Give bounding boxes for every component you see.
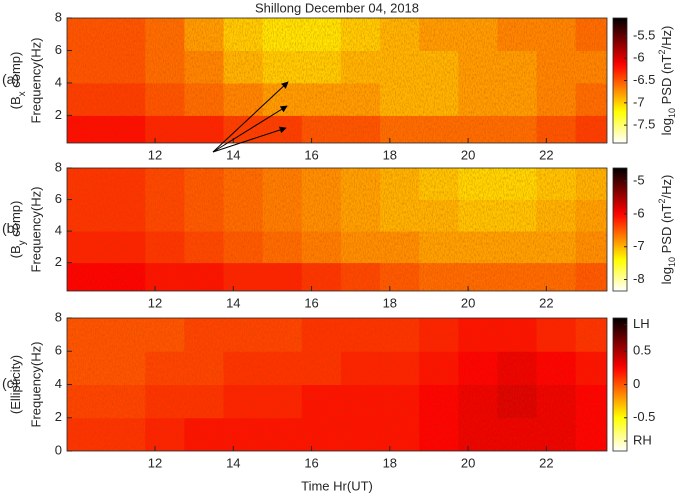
colorbar-tick-label: -7.5	[633, 117, 655, 132]
y-unit-label: Frequency(Hz)	[28, 187, 43, 273]
panel-label: (b)	[2, 220, 19, 236]
colorbar-tick-label: 0	[633, 376, 640, 391]
x-tick-label: 18	[383, 455, 397, 470]
x-tick-label: 16	[304, 295, 318, 310]
y-label-part: y	[17, 240, 28, 245]
heatmap	[67, 18, 607, 143]
colorbar-tick-label: -5.5	[633, 27, 655, 42]
y-label: (Bx comp)	[8, 52, 28, 110]
heatmap	[67, 318, 607, 451]
y-unit-label: Frequency(Hz)	[28, 38, 43, 124]
colorbar-label-part: 10	[667, 257, 677, 267]
y-tick-label: 2	[55, 107, 62, 122]
x-tick-label: 20	[461, 147, 475, 162]
panel-label: (a)	[2, 71, 19, 87]
colorbar-tick-label: -6	[633, 50, 645, 65]
y-tick-label: 4	[55, 376, 62, 391]
y-label-part: (B	[8, 96, 23, 109]
x-tick-label: 16	[304, 455, 318, 470]
x-tick-label: 18	[383, 295, 397, 310]
x-tick-label: 14	[226, 147, 240, 162]
colorbar-label-part: /Hz)	[659, 26, 674, 50]
x-tick-label: 14	[226, 295, 240, 310]
y-tick-label: 4	[55, 223, 62, 238]
y-tick-label: 6	[55, 343, 62, 358]
y-tick-label: 4	[55, 74, 62, 89]
arrow	[212, 126, 287, 153]
panel-label: (c)	[2, 375, 18, 391]
colorbar-label-part: PSD (nT	[659, 54, 674, 108]
y-label-part: comp)	[8, 52, 23, 92]
colorbar-tick-label: -5	[633, 173, 645, 188]
y-label-part: x	[17, 91, 28, 96]
colorbar-tick-label: LH	[633, 316, 650, 331]
x-tick-label: 22	[539, 295, 553, 310]
x-tick-label: 18	[383, 147, 397, 162]
colorbar-label-part: 10	[667, 108, 677, 118]
colorbar-label-part: 2	[657, 49, 667, 54]
y-label-part: comp)	[8, 201, 23, 241]
colorbar-tick-label: -8	[633, 271, 645, 286]
colorbar-label-part: log	[659, 118, 674, 135]
y-label: (Ellipticity)	[8, 355, 23, 414]
x-tick-label: 14	[226, 455, 240, 470]
colorbar-label: log10 PSD (nT2/Hz)	[657, 175, 677, 285]
y-tick-label: 2	[55, 409, 62, 424]
y-unit-label: Frequency(Hz)	[28, 342, 43, 428]
chart-title: Shillong December 04, 2018	[255, 0, 419, 15]
x-tick-label: 20	[461, 455, 475, 470]
colorbar-tick-label: -0.5	[633, 409, 655, 424]
colorbar-tick-label: -7	[633, 238, 645, 253]
heatmap	[67, 168, 607, 291]
texture	[67, 168, 607, 291]
colorbar-label: log10 PSD (nT2/Hz)	[657, 26, 677, 136]
y-tick-label: 8	[55, 159, 62, 174]
colorbar	[612, 167, 628, 292]
x-tick-label: 20	[461, 295, 475, 310]
colorbar-label-part: PSD (nT	[659, 203, 674, 257]
x-tick-label: 12	[148, 295, 162, 310]
annotation-arrows	[212, 81, 289, 153]
x-tick-label: 22	[539, 147, 553, 162]
colorbar-tick-label: RH	[633, 432, 652, 447]
y-label-part: (B	[8, 245, 23, 258]
y-label-part: (Ellipticity)	[8, 355, 23, 414]
y-tick-label: 6	[55, 191, 62, 206]
colorbar-tick-label: -7	[633, 94, 645, 109]
arrow	[212, 105, 288, 153]
colorbar-label-part: log	[659, 267, 674, 284]
y-tick-label: 0	[55, 442, 62, 457]
texture	[67, 318, 607, 451]
colorbar-tick-label: -6.5	[633, 72, 655, 87]
colorbar-label-part: /Hz)	[659, 175, 674, 199]
colorbar-tick-label: -6	[633, 205, 645, 220]
y-tick-label: 6	[55, 42, 62, 57]
x-tick-label: 22	[539, 455, 553, 470]
colorbar-label-part: 2	[657, 198, 667, 203]
texture	[67, 18, 607, 143]
x-label: Time Hr(UT)	[301, 478, 373, 493]
x-tick-label: 16	[304, 147, 318, 162]
x-tick-label: 12	[148, 455, 162, 470]
y-label: (By comp)	[8, 201, 28, 259]
y-tick-label: 2	[55, 254, 62, 269]
y-tick-label: 8	[55, 309, 62, 324]
plot-frame	[66, 167, 608, 292]
plot-frame	[66, 17, 608, 144]
y-tick-label: 8	[55, 9, 62, 24]
arrow	[212, 81, 289, 153]
x-tick-label: 12	[148, 147, 162, 162]
colorbar-tick-label: 0.5	[633, 343, 651, 358]
